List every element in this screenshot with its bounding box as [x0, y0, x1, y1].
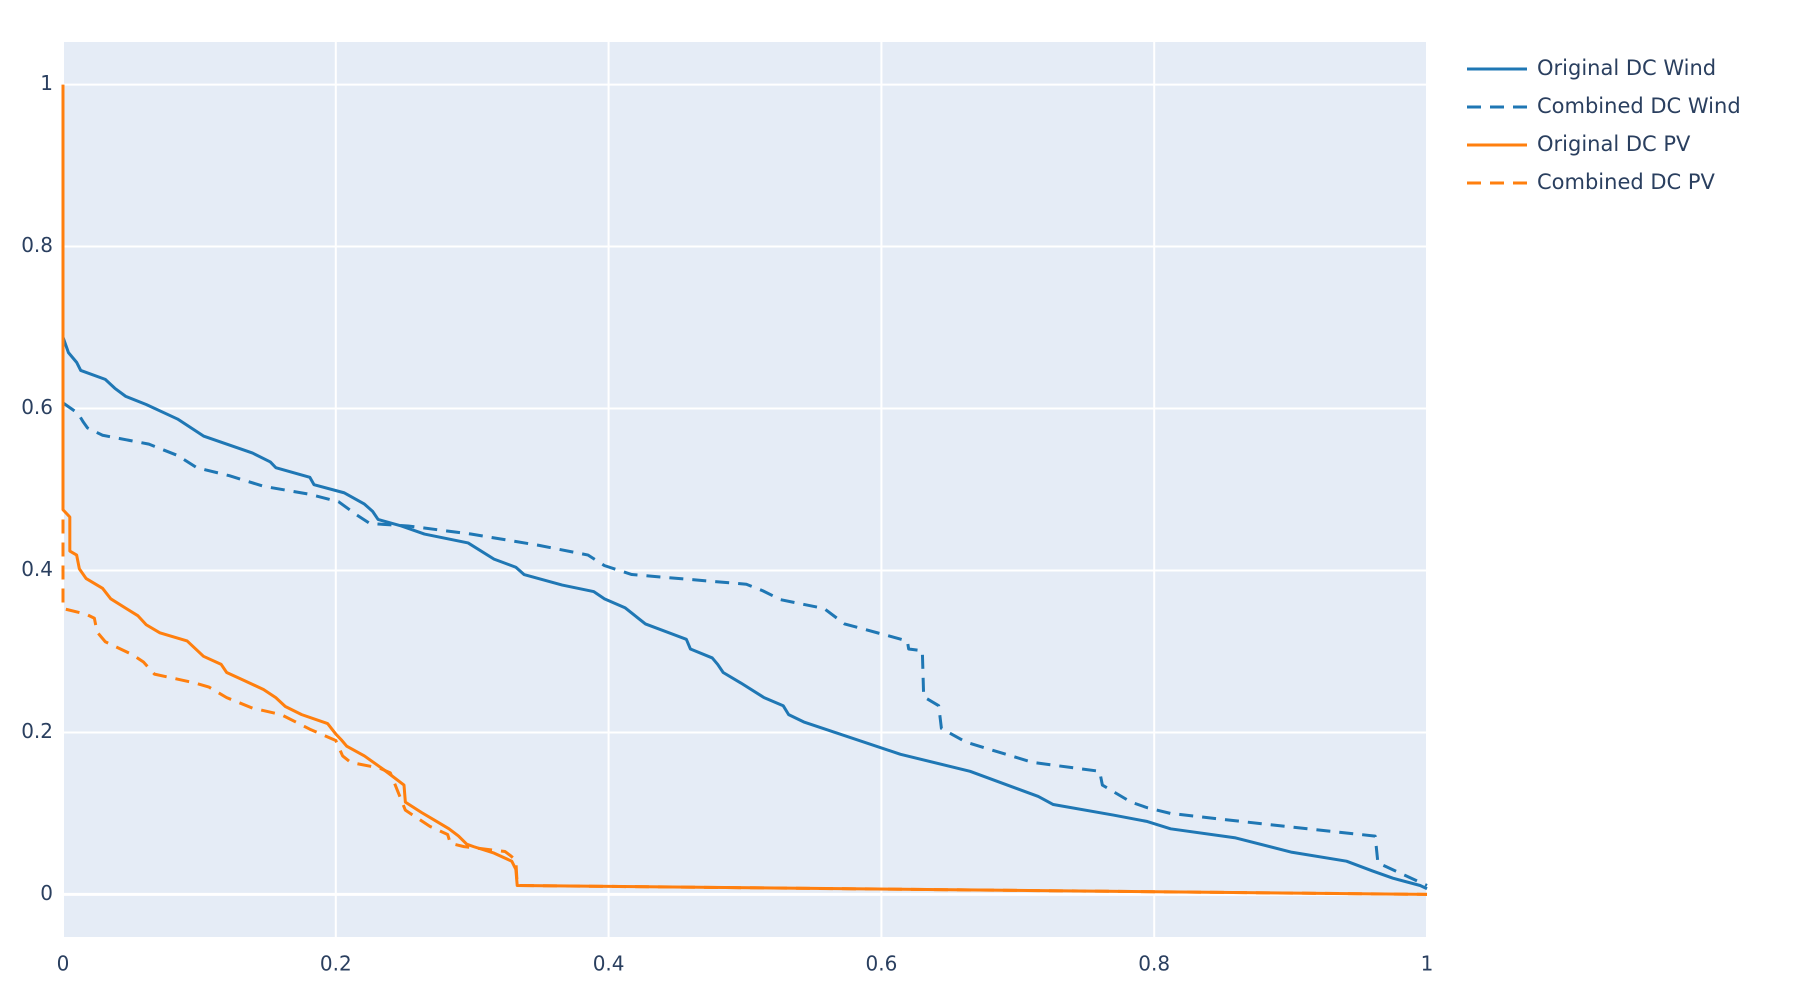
legend-label[interactable]: Original DC PV: [1537, 132, 1691, 156]
plot-area: [63, 42, 1427, 937]
legend-label[interactable]: Original DC Wind: [1537, 56, 1716, 80]
y-tick-label: 0.4: [21, 557, 53, 581]
x-tick-label: 0.6: [865, 952, 897, 976]
x-tick-label: 0.8: [1138, 952, 1170, 976]
y-tick-label: 0: [40, 881, 53, 905]
line: [61, 336, 1428, 891]
legend-item[interactable]: Combined DC PV: [1467, 170, 1716, 194]
line: [62, 401, 1428, 887]
y-tick-label: 0.2: [21, 719, 53, 743]
x-tick-label: 0.2: [320, 952, 352, 976]
x-tick-label: 0.4: [593, 952, 625, 976]
y-tick-label: 0.6: [21, 395, 53, 419]
x-tick-label: 1: [1421, 952, 1434, 976]
legend-item[interactable]: Original DC PV: [1467, 132, 1691, 156]
legend-label[interactable]: Combined DC PV: [1537, 170, 1716, 194]
legend-label[interactable]: Combined DC Wind: [1537, 94, 1741, 118]
y-tick-label: 0.8: [21, 233, 53, 257]
line: [61, 519, 1428, 896]
legend-item[interactable]: Combined DC Wind: [1467, 94, 1741, 118]
y-tick-label: 1: [40, 71, 53, 95]
x-tick-label: 0: [57, 952, 70, 976]
line: [61, 84, 1428, 896]
legend-item[interactable]: Original DC Wind: [1467, 56, 1716, 80]
